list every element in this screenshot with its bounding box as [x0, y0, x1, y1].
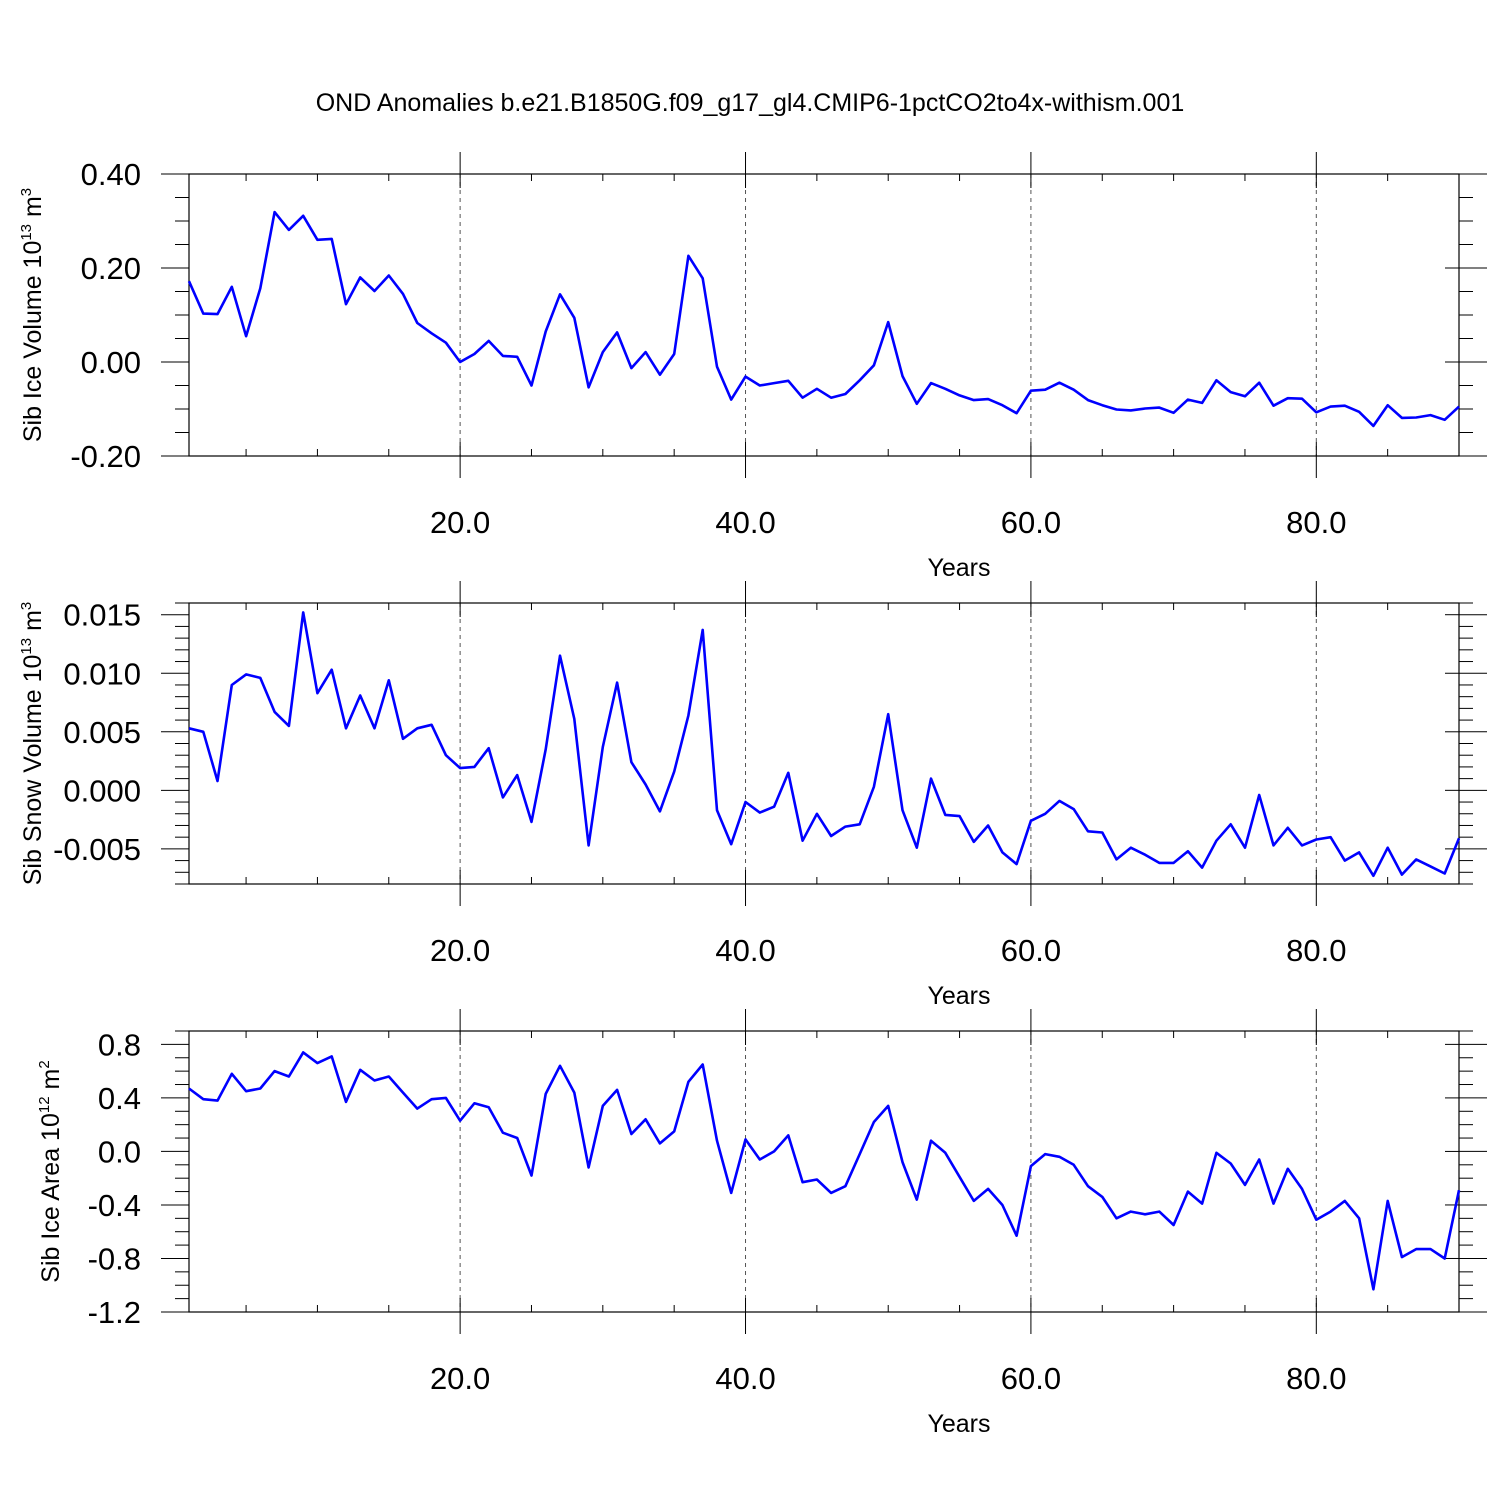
ice-area-xtick-label: 40.0	[715, 1361, 775, 1396]
ice-area-ytick-label: 0.8	[98, 1027, 141, 1062]
snow-volume-ytick-label: 0.015	[63, 598, 141, 633]
ice-volume-plot-frame	[188, 173, 1460, 457]
snow-volume-plot-frame	[188, 602, 1460, 885]
panels: 20.0 40.0 60.0 80.0 -0.20 0.00 0.20 0.40 Years Si…	[18, 152, 1487, 1438]
ice-volume-series-line	[187, 210, 1460, 428]
ice-volume-ytick-label: 0.20	[81, 251, 141, 286]
snow-volume-xtick-label: 40.0	[715, 933, 775, 968]
ice-area-ytick-label: 0.0	[98, 1134, 141, 1169]
snow-volume-xlabel: Years	[927, 982, 990, 1010]
ice-volume-ytick-label: 0.00	[81, 345, 141, 380]
snow-volume-ytick-label: 0.010	[63, 656, 141, 691]
ice-area-ylabel: Sib Ice Area 1012 m2	[36, 1060, 65, 1282]
snow-volume-series-line	[188, 611, 1461, 878]
ice-area-ytick-label: -1.2	[88, 1295, 141, 1330]
ice-area-ytick-label: -0.4	[88, 1188, 141, 1223]
panel-snow-volume: 20.0 40.0 60.0 80.0 -0.005 0.000 0.005 0.010 0.0…	[18, 581, 1487, 1010]
ice-volume-xlabel: Years	[927, 554, 990, 582]
ice-volume-xtick-label: 40.0	[715, 505, 775, 540]
panel-ice-area: 20.0 40.0 60.0 80.0 -1.2 -0.8 -0.4 0.0 0.4 0.8 Yea…	[36, 1009, 1487, 1438]
ice-volume-xtick-label: 20.0	[430, 505, 490, 540]
ice-area-ytick-label: -0.8	[88, 1241, 141, 1276]
ice-volume-xtick-label: 80.0	[1286, 505, 1346, 540]
ice-volume-ytick-label: -0.20	[70, 439, 141, 474]
ice-volume-ytick-label: 0.40	[81, 157, 141, 192]
ice-area-ytick-label: 0.4	[98, 1081, 141, 1116]
snow-volume-xtick-label: 80.0	[1286, 933, 1346, 968]
ice-area-xlabel: Years	[927, 1410, 990, 1438]
snow-volume-xtick-label: 60.0	[1001, 933, 1061, 968]
ice-area-xtick-label: 80.0	[1286, 1361, 1346, 1396]
figure-title: OND Anomalies b.e21.B1850G.f09_g17_gl4.C…	[316, 89, 1185, 117]
ice-volume-xtick-label: 60.0	[1001, 505, 1061, 540]
snow-volume-ylabel: Sib Snow Volume 1013 m3	[18, 602, 47, 886]
ice-area-series-line	[188, 1051, 1461, 1291]
snow-volume-ytick-label: 0.000	[63, 773, 141, 808]
ice-area-xtick-label: 20.0	[430, 1361, 490, 1396]
ice-area-plot-frame	[188, 1030, 1460, 1313]
ice-volume-ylabel: Sib Ice Volume 1013 m3	[18, 188, 47, 442]
snow-volume-xtick-label: 20.0	[430, 933, 490, 968]
panel-ice-volume: 20.0 40.0 60.0 80.0 -0.20 0.00 0.20 0.40 Years Si…	[18, 152, 1487, 582]
ice-area-xtick-label: 60.0	[1001, 1361, 1061, 1396]
snow-volume-ytick-label: -0.005	[53, 832, 141, 867]
snow-volume-ytick-label: 0.005	[63, 715, 141, 750]
